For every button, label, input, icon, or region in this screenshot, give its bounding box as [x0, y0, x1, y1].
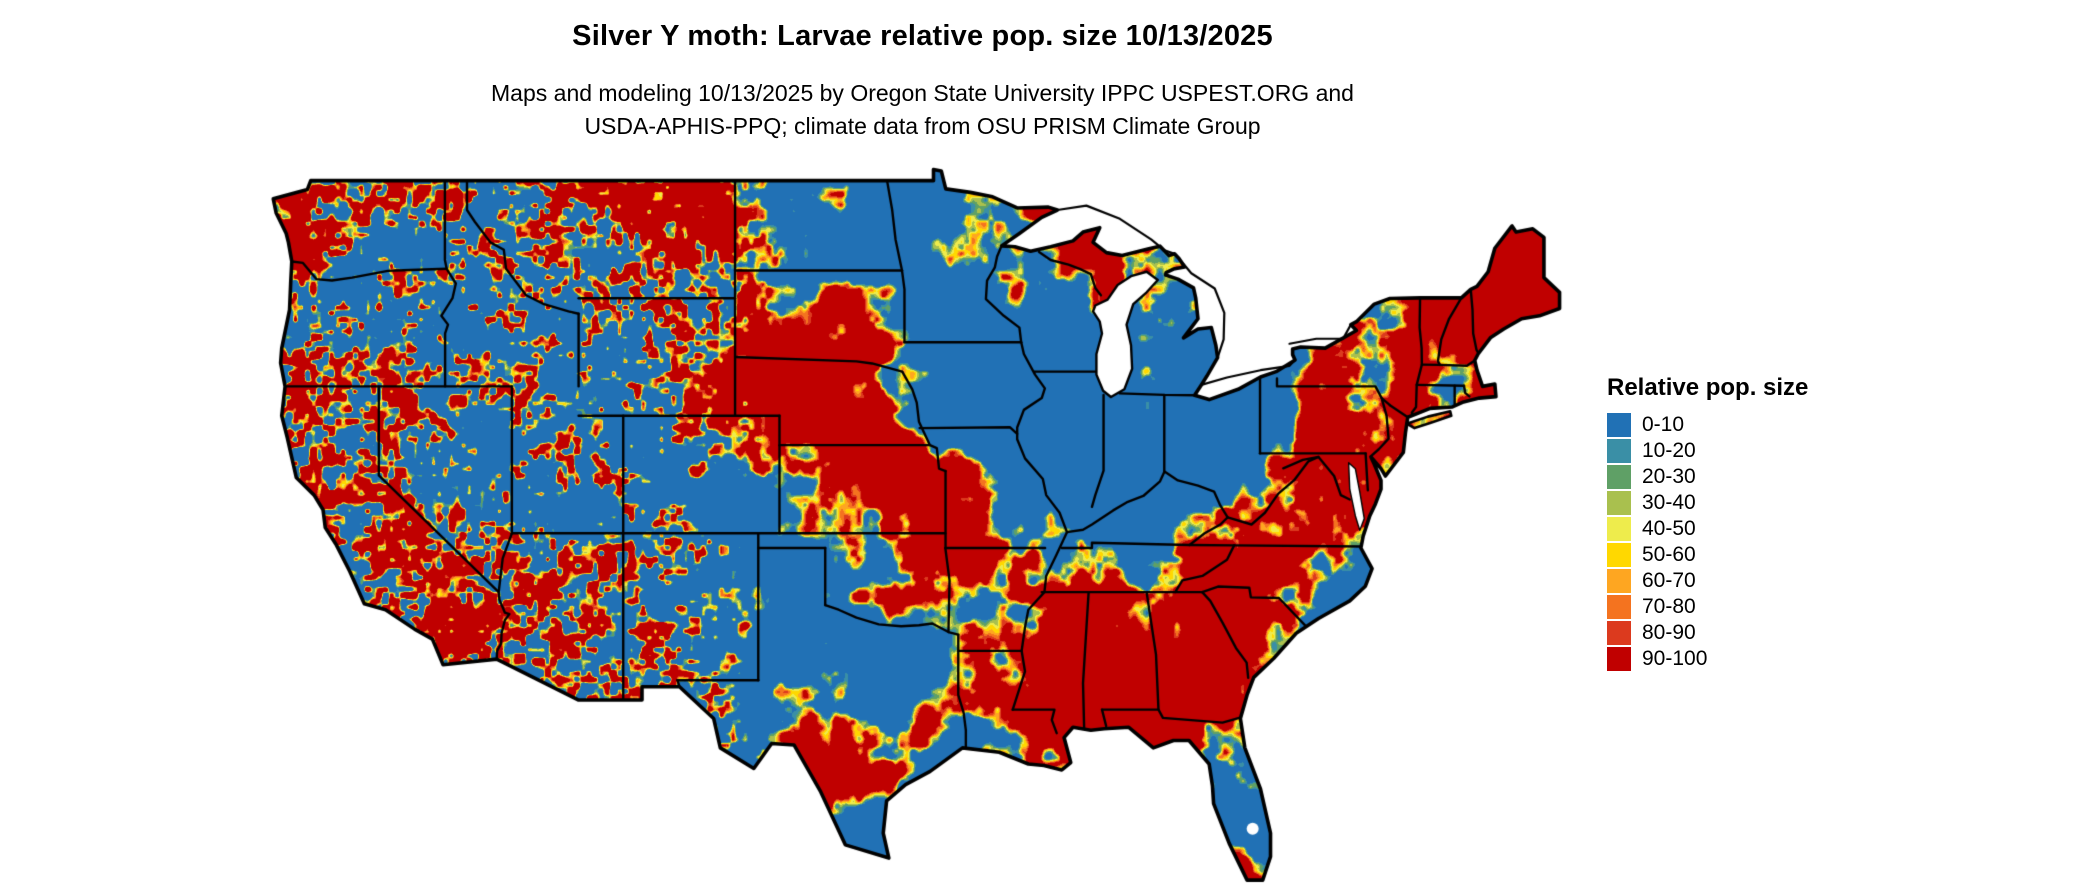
subtitle-line-1: Maps and modeling 10/13/2025 by Oregon S… [491, 80, 1354, 106]
legend-swatch [1607, 491, 1631, 515]
legend-swatch [1607, 413, 1631, 437]
legend-label: 40-50 [1642, 517, 1696, 540]
legend-label: 90-100 [1642, 647, 1708, 670]
legend-item: 10-20 [1607, 438, 1808, 464]
legend-label: 0-10 [1642, 413, 1685, 436]
legend-label: 50-60 [1642, 543, 1696, 566]
legend-item: 20-30 [1607, 464, 1808, 490]
legend-title: Relative pop. size [1607, 374, 1809, 401]
legend-item: 30-40 [1607, 490, 1808, 516]
legend-item: 90-100 [1607, 646, 1808, 672]
legend-item: 50-60 [1607, 542, 1808, 568]
legend-label: 30-40 [1642, 491, 1696, 514]
subtitle-line-2: USDA-APHIS-PPQ; climate data from OSU PR… [584, 112, 1261, 139]
map-subtitle: Maps and modeling 10/13/2025 by Oregon S… [0, 77, 1845, 142]
legend-item: 60-70 [1607, 568, 1808, 594]
legend: Relative pop. size 0-10 10-20 20-30 30-40 40… [1607, 374, 1808, 672]
legend-swatch [1607, 647, 1631, 671]
us-population-map [265, 163, 1565, 890]
legend-item: 0-10 [1607, 412, 1808, 438]
legend-label: 20-30 [1642, 465, 1696, 488]
map-header: Silver Y moth: Larvae relative pop. size… [0, 20, 1845, 142]
legend-swatch [1607, 595, 1631, 619]
legend-swatch [1607, 543, 1631, 567]
map-title: Silver Y moth: Larvae relative pop. size… [572, 20, 1273, 52]
legend-item: 40-50 [1607, 516, 1808, 542]
legend-swatch [1607, 465, 1631, 489]
legend-swatch [1607, 439, 1631, 463]
legend-label: 80-90 [1642, 621, 1696, 644]
legend-swatch [1607, 517, 1631, 541]
legend-label: 60-70 [1642, 569, 1696, 592]
legend-label: 70-80 [1642, 595, 1696, 618]
us-map-canvas [265, 163, 1565, 890]
legend-label: 10-20 [1642, 439, 1696, 462]
legend-item: 80-90 [1607, 620, 1808, 646]
legend-items: 0-10 10-20 20-30 30-40 40-50 50-60 60-70 70-80 8… [1607, 412, 1808, 672]
legend-item: 70-80 [1607, 594, 1808, 620]
legend-swatch [1607, 569, 1631, 593]
legend-swatch [1607, 621, 1631, 645]
